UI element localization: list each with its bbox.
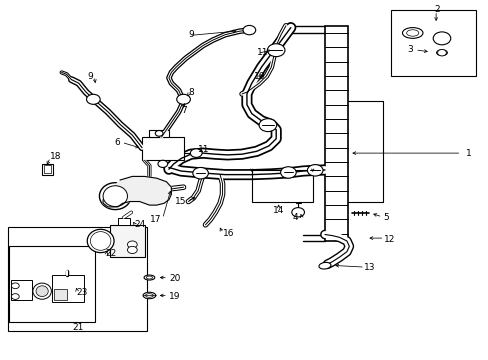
Text: 14: 14: [272, 206, 284, 215]
Ellipse shape: [33, 283, 51, 299]
Text: 9: 9: [87, 72, 93, 81]
Text: 6: 6: [114, 138, 120, 147]
Text: 19: 19: [168, 292, 180, 301]
Ellipse shape: [99, 183, 131, 210]
Circle shape: [259, 119, 276, 132]
Bar: [118, 218, 130, 225]
Circle shape: [11, 283, 19, 289]
Text: 4: 4: [292, 213, 298, 222]
Ellipse shape: [144, 275, 155, 280]
Circle shape: [267, 44, 285, 57]
Text: 10: 10: [254, 72, 265, 81]
Bar: [142, 137, 183, 160]
Circle shape: [243, 26, 255, 35]
Bar: [54, 289, 66, 300]
Bar: [11, 280, 32, 300]
Text: 18: 18: [49, 152, 61, 161]
Circle shape: [11, 294, 19, 300]
Circle shape: [190, 149, 202, 157]
Text: 11: 11: [198, 145, 209, 154]
Text: 1: 1: [466, 149, 471, 158]
Bar: [149, 130, 168, 137]
Ellipse shape: [318, 262, 330, 269]
Ellipse shape: [436, 50, 447, 55]
Ellipse shape: [90, 231, 111, 250]
Text: 9: 9: [188, 30, 194, 39]
Circle shape: [291, 208, 304, 217]
Ellipse shape: [87, 229, 114, 253]
Circle shape: [432, 32, 450, 45]
Polygon shape: [103, 176, 171, 207]
Text: 2: 2: [433, 5, 439, 14]
Text: 7: 7: [181, 105, 186, 114]
Text: 23: 23: [76, 288, 87, 297]
Ellipse shape: [103, 186, 127, 207]
Circle shape: [158, 160, 167, 167]
Ellipse shape: [143, 292, 156, 299]
Bar: [9, 246, 95, 321]
Ellipse shape: [402, 28, 422, 39]
Text: 21: 21: [72, 323, 83, 332]
Text: 5: 5: [383, 213, 388, 222]
Bar: [8, 226, 147, 330]
Text: 16: 16: [222, 229, 234, 238]
Bar: [251, 170, 312, 202]
Ellipse shape: [406, 30, 418, 36]
Text: 8: 8: [188, 87, 194, 96]
Text: 11: 11: [256, 48, 267, 57]
Circle shape: [307, 165, 323, 176]
Circle shape: [127, 246, 137, 253]
Circle shape: [155, 131, 163, 136]
Circle shape: [127, 241, 137, 248]
Text: 12: 12: [383, 235, 394, 244]
Bar: [52, 275, 83, 302]
Text: 3: 3: [406, 45, 412, 54]
Text: 15: 15: [174, 197, 185, 206]
Circle shape: [280, 167, 296, 178]
Bar: [44, 165, 51, 173]
Text: 17: 17: [150, 215, 161, 224]
Bar: [390, 10, 475, 76]
Text: 22: 22: [105, 249, 117, 258]
Circle shape: [86, 94, 100, 104]
Circle shape: [176, 94, 190, 104]
Bar: [325, 26, 347, 241]
Bar: [42, 164, 53, 175]
Text: 20: 20: [168, 274, 180, 283]
Bar: [110, 225, 144, 257]
Text: 13: 13: [363, 264, 375, 273]
Circle shape: [437, 49, 446, 56]
Ellipse shape: [145, 294, 153, 297]
Ellipse shape: [146, 276, 152, 279]
Ellipse shape: [36, 286, 48, 297]
Text: 24: 24: [135, 220, 146, 229]
Circle shape: [192, 167, 208, 179]
